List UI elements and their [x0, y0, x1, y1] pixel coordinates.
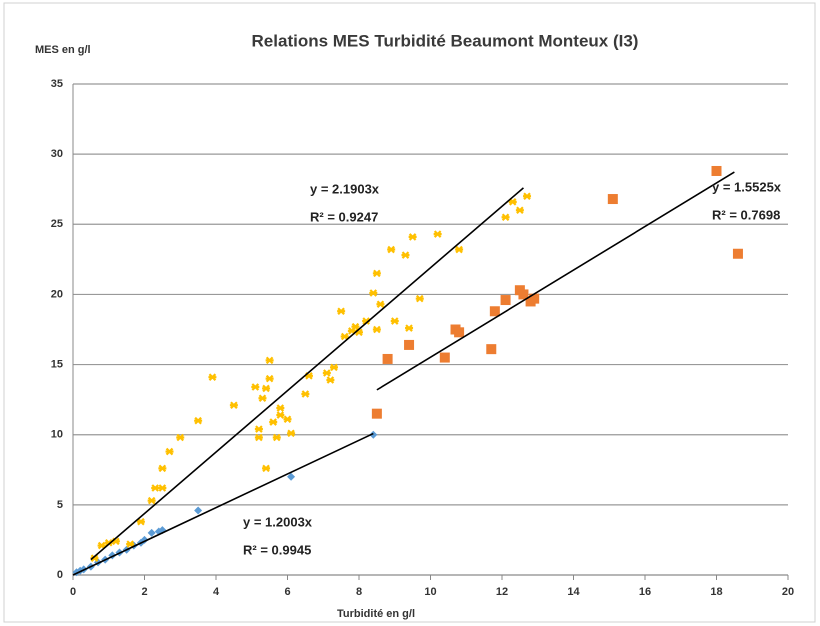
y-tick-label: 30 [51, 148, 63, 160]
point [518, 289, 529, 300]
point [208, 373, 217, 381]
point [265, 356, 274, 365]
trend-equation: y = 1.2003x [243, 514, 313, 529]
point [433, 230, 442, 238]
point [301, 390, 310, 398]
point [337, 307, 346, 316]
point [439, 352, 450, 363]
point [329, 363, 338, 372]
point [251, 383, 260, 391]
point [607, 194, 618, 205]
trendline [72, 432, 374, 576]
point [262, 384, 271, 393]
point [732, 248, 743, 259]
point [126, 540, 135, 548]
point [376, 300, 385, 309]
point [194, 506, 203, 515]
point [287, 429, 296, 438]
trend-r2: R² = 0.9247 [310, 209, 378, 224]
point [523, 192, 532, 201]
point [408, 233, 417, 241]
x-tick-label: 10 [424, 586, 436, 598]
x-tick-label: 8 [356, 586, 362, 598]
point [369, 289, 378, 297]
trendline [376, 171, 735, 391]
point [711, 165, 722, 176]
point [455, 245, 464, 254]
point [340, 332, 349, 341]
point [272, 433, 281, 442]
point [269, 418, 278, 426]
x-tick-label: 20 [782, 586, 794, 598]
point [369, 430, 378, 439]
point [372, 269, 381, 278]
point [158, 464, 167, 473]
y-tick-label: 10 [51, 429, 63, 441]
y-tick-label: 25 [51, 218, 63, 230]
chart-title: Relations MES Turbidité Beaumont Monteux… [252, 31, 639, 50]
point [262, 464, 271, 473]
point [283, 415, 292, 424]
point [147, 496, 156, 505]
x-axis-label: Turbidité en g/l [337, 608, 415, 620]
trend-r2: R² = 0.7698 [712, 207, 780, 222]
x-tick-label: 12 [496, 586, 508, 598]
point [401, 251, 410, 259]
point [254, 433, 263, 442]
point [372, 325, 381, 334]
point [176, 433, 185, 442]
point [529, 293, 540, 304]
point [276, 404, 285, 412]
x-tick-label: 4 [213, 586, 220, 598]
point [265, 374, 274, 383]
point [287, 472, 296, 481]
point [351, 322, 360, 331]
y-tick-label: 15 [51, 358, 63, 370]
y-tick-label: 0 [57, 569, 63, 581]
point [508, 198, 517, 206]
x-tick-label: 0 [70, 586, 76, 598]
x-tick-label: 14 [567, 586, 580, 598]
point [254, 425, 263, 433]
trend-equation: y = 2.1903x [310, 181, 380, 196]
point [454, 327, 465, 338]
point [382, 353, 393, 364]
point [165, 447, 174, 456]
x-tick-label: 18 [710, 586, 722, 598]
point [229, 401, 238, 410]
y-tick-label: 5 [57, 499, 63, 511]
point [194, 416, 203, 425]
point [486, 344, 497, 355]
point [258, 394, 267, 403]
point [322, 369, 331, 377]
y-tick-label: 35 [51, 78, 63, 90]
x-tick-label: 2 [141, 586, 147, 598]
trend-equation: y = 1.5525x [712, 179, 782, 194]
point [404, 339, 415, 350]
y-tick-label: 20 [51, 288, 63, 300]
point [97, 541, 106, 550]
trend-r2: R² = 0.9945 [243, 542, 311, 557]
x-tick-label: 6 [284, 586, 290, 598]
point [405, 324, 414, 332]
point [390, 317, 399, 325]
point [489, 306, 500, 317]
trendline [90, 187, 524, 561]
point [151, 484, 160, 492]
point [387, 245, 396, 254]
point [415, 294, 424, 303]
point [136, 517, 145, 526]
point [500, 295, 511, 306]
point [326, 376, 335, 384]
point [147, 528, 156, 537]
point [276, 411, 285, 419]
y-axis-label: MES en g/l [35, 44, 91, 56]
x-tick-label: 16 [639, 586, 651, 598]
point [158, 484, 167, 492]
point [515, 206, 524, 215]
point [371, 408, 382, 419]
point [501, 213, 510, 222]
